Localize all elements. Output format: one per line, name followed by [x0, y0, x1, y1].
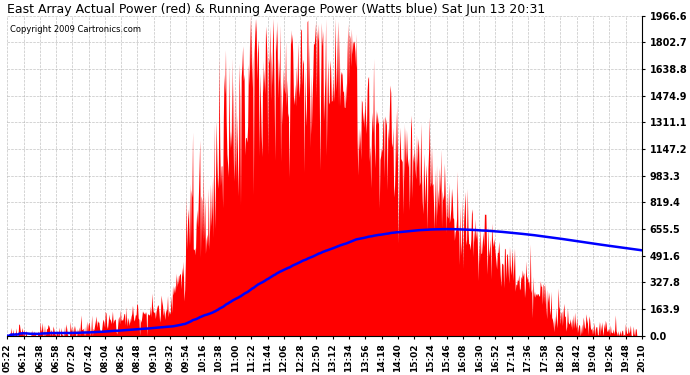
- Text: East Array Actual Power (red) & Running Average Power (Watts blue) Sat Jun 13 20: East Array Actual Power (red) & Running …: [8, 3, 546, 16]
- Text: Copyright 2009 Cartronics.com: Copyright 2009 Cartronics.com: [10, 26, 141, 34]
